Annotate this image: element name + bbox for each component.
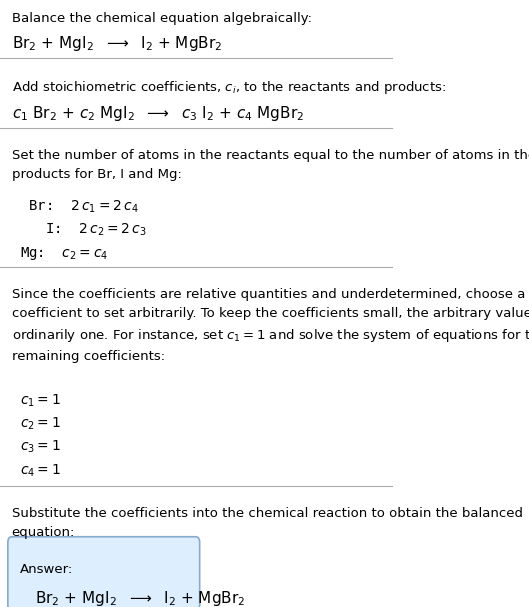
Text: Set the number of atoms in the reactants equal to the number of atoms in the
pro: Set the number of atoms in the reactants… (12, 149, 529, 181)
Text: Mg:  $c_2 = c_4$: Mg: $c_2 = c_4$ (20, 245, 108, 262)
Text: Substitute the coefficients into the chemical reaction to obtain the balanced
eq: Substitute the coefficients into the che… (12, 507, 523, 539)
Text: Answer:: Answer: (20, 563, 73, 576)
Text: Br:  $2\,c_1 = 2\,c_4$: Br: $2\,c_1 = 2\,c_4$ (20, 198, 138, 215)
Text: $c_1 = 1$: $c_1 = 1$ (20, 392, 60, 409)
Text: Add stoichiometric coefficients, $c_i$, to the reactants and products:: Add stoichiometric coefficients, $c_i$, … (12, 80, 446, 97)
Text: Br$_2$ + MgI$_2$  $\longrightarrow$  I$_2$ + MgBr$_2$: Br$_2$ + MgI$_2$ $\longrightarrow$ I$_2$… (35, 589, 245, 607)
Text: $c_2 = 1$: $c_2 = 1$ (20, 416, 60, 432)
FancyBboxPatch shape (8, 537, 199, 607)
Text: $c_1$ Br$_2$ + $c_2$ MgI$_2$  $\longrightarrow$  $c_3$ I$_2$ + $c_4$ MgBr$_2$: $c_1$ Br$_2$ + $c_2$ MgI$_2$ $\longright… (12, 104, 304, 123)
Text: $c_4 = 1$: $c_4 = 1$ (20, 463, 60, 479)
Text: Balance the chemical equation algebraically:: Balance the chemical equation algebraica… (12, 12, 312, 25)
Text: I:  $2\,c_2 = 2\,c_3$: I: $2\,c_2 = 2\,c_3$ (20, 222, 147, 238)
Text: $c_3 = 1$: $c_3 = 1$ (20, 439, 60, 455)
Text: Since the coefficients are relative quantities and underdetermined, choose a
coe: Since the coefficients are relative quan… (12, 288, 529, 364)
Text: Br$_2$ + MgI$_2$  $\longrightarrow$  I$_2$ + MgBr$_2$: Br$_2$ + MgI$_2$ $\longrightarrow$ I$_2$… (12, 34, 222, 53)
